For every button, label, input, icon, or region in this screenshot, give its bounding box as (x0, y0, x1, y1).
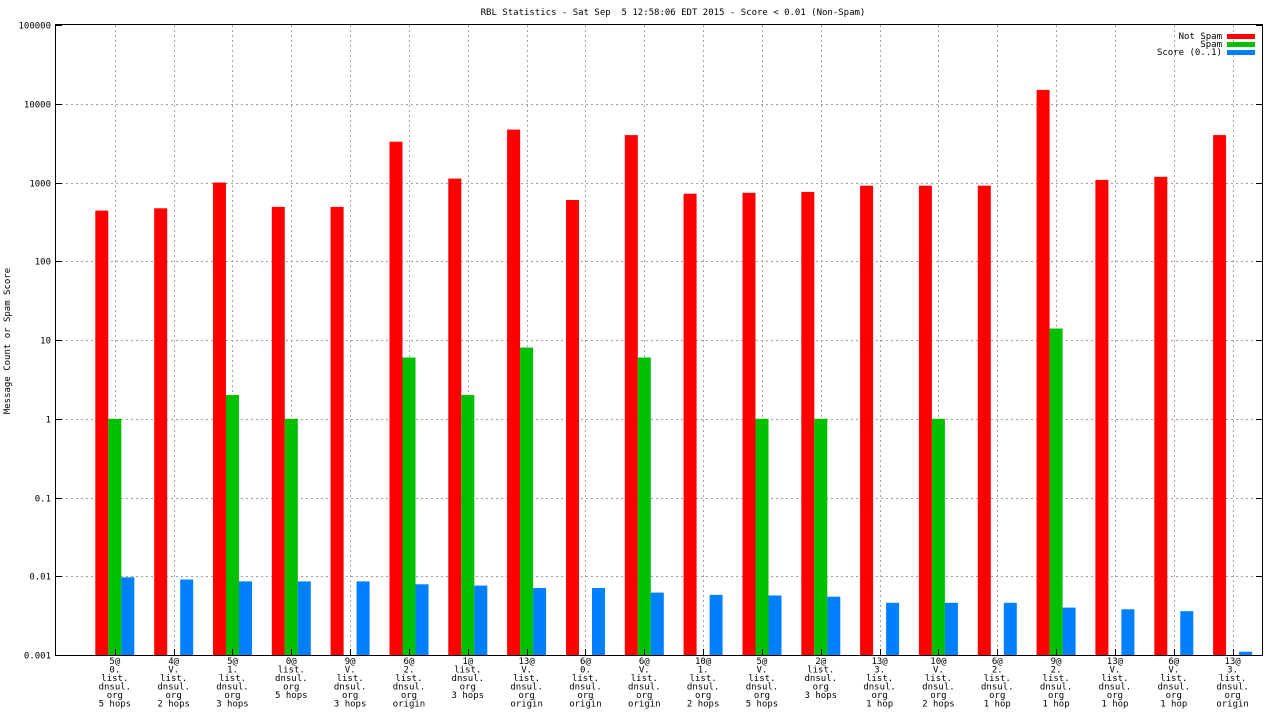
bar-score-0-1 (768, 595, 782, 655)
x-tick-label: 5@ V. list. dnsul. org 5 hops (746, 657, 779, 710)
bar-score-0-1 (944, 602, 958, 655)
y-tick-label: 10000 (24, 101, 51, 111)
y-axis-label: Message Count or Spam Score (3, 268, 13, 414)
bar-score-0-1 (1180, 611, 1194, 655)
x-tick-label: 13@ V. list. dnsul. org origin (510, 657, 543, 710)
x-axis-ticks: 5@ 0. list. dnsul. org 5 hops 4@ V. list. dnsul. o… (99, 649, 1249, 710)
legend-label: Not Spam (1179, 32, 1222, 42)
bar-not-spam (566, 200, 579, 655)
x-tick-label: 9@ 2. list. dnsul. org 1 hop (1040, 657, 1073, 710)
bar-not-spam (1036, 89, 1050, 655)
legend-swatch (1227, 42, 1255, 47)
bar-not-spam (1154, 176, 1168, 656)
bar-not-spam (154, 208, 168, 656)
x-tick-label: 10@ V. list. dnsul. org 2 hops (922, 657, 955, 710)
bar-score-0-1 (239, 581, 252, 655)
bar-score-0-1 (827, 596, 841, 655)
y-tick-label: 100000 (18, 22, 51, 32)
legend-label: Score (0..1) (1157, 48, 1222, 58)
x-tick-label: 6@ V. list. dnsul. org origin (628, 657, 661, 710)
bars (95, 89, 1253, 656)
y-tick-label: 10 (40, 337, 51, 347)
bar-spam (814, 418, 828, 656)
x-tick-label: 1@ list. dnsul. org 3 hops (452, 657, 485, 701)
x-tick-label: 13@ 3. list. dnsul. org origin (1216, 657, 1249, 710)
x-tick-label: 6@ V. list. dnsul. org 1 hop (1157, 657, 1190, 710)
bar-not-spam (95, 210, 109, 655)
y-tick-label: 100 (35, 258, 51, 268)
x-tick-label: 6@ 0. list. dnsul. org origin (569, 657, 602, 710)
x-tick-label: 9@ V. list. dnsul. org 3 hops (334, 657, 367, 710)
bar-spam (402, 357, 416, 655)
y-tick-label: 1 (46, 416, 51, 426)
x-tick-label: 4@ V. list. dnsul. org 2 hops (157, 657, 190, 710)
bar-spam (1049, 328, 1063, 655)
x-tick-label: 13@ V. list. dnsul. org 1 hop (1099, 657, 1132, 710)
bar-spam (637, 357, 651, 655)
bar-score-0-1 (356, 581, 370, 655)
bar-not-spam (1095, 179, 1109, 655)
x-tick-label: 5@ 1. list. dnsul. org 3 hops (216, 657, 249, 710)
bar-score-0-1 (1239, 651, 1253, 655)
bar-score-0-1 (474, 585, 488, 655)
legend-swatch (1227, 50, 1255, 55)
bar-score-0-1 (533, 588, 547, 655)
x-tick-label: 5@ 0. list. dnsul. org 5 hops (99, 657, 132, 710)
bar-spam (284, 418, 298, 656)
bar-not-spam (448, 178, 462, 655)
bar-score-0-1 (121, 577, 135, 655)
bar-spam (931, 418, 945, 656)
bar-not-spam (624, 135, 638, 656)
bar-score-0-1 (180, 579, 194, 655)
y-tick-label: 0.01 (29, 573, 51, 583)
bar-not-spam (918, 185, 932, 655)
bar-score-0-1 (1003, 602, 1017, 655)
bar-not-spam (742, 192, 756, 656)
bar-spam (755, 418, 769, 656)
y-tick-label: 0.001 (24, 652, 51, 662)
bar-score-0-1 (709, 594, 723, 655)
x-tick-label: 13@ 3. list. dnsul. org 1 hop (863, 657, 896, 710)
bar-score-0-1 (1121, 609, 1135, 655)
bar-score-0-1 (650, 592, 664, 655)
bar-not-spam (389, 141, 403, 655)
y-tick-label: 1000 (29, 180, 51, 190)
x-tick-label: 10@ 1. list. dnsul. org 2 hops (687, 657, 720, 710)
x-tick-label: 0@ list. dnsul. org 5 hops (275, 657, 308, 701)
x-tick-label: 6@ 2. list. dnsul. org origin (393, 657, 426, 710)
bar-not-spam (683, 193, 697, 655)
legend-swatch (1227, 34, 1255, 39)
bar-not-spam (977, 185, 991, 655)
bar-spam (461, 395, 475, 655)
bar-score-0-1 (886, 602, 900, 655)
y-tick-label: 0.1 (35, 495, 51, 505)
bar-score-0-1 (592, 588, 605, 655)
x-tick-label: 2@ list. dnsul. org 3 hops (805, 657, 838, 701)
bar-not-spam (801, 191, 815, 655)
bar-not-spam (1213, 135, 1227, 656)
bar-not-spam (860, 185, 874, 655)
bar-score-0-1 (297, 581, 311, 655)
bar-spam (108, 418, 122, 656)
bar-spam (520, 347, 534, 655)
bar-score-0-1 (1062, 607, 1076, 655)
plot-frame (55, 24, 1263, 656)
chart-title: RBL Statistics - Sat Sep 5 12:58:06 EDT … (481, 8, 866, 18)
bar-not-spam (213, 182, 226, 655)
y-axis-ticks: 0.001 0.01 0.1 1 10 100 1000 10000 100000 (18, 22, 1262, 662)
bar-not-spam (507, 129, 521, 656)
legend-label: Spam (1200, 40, 1222, 50)
bar-not-spam (330, 206, 344, 655)
bar-spam (226, 395, 239, 655)
bar-not-spam (271, 206, 285, 655)
bar-score-0-1 (415, 584, 429, 655)
x-tick-label: 6@ 2. list. dnsul. org 1 hop (981, 657, 1014, 710)
